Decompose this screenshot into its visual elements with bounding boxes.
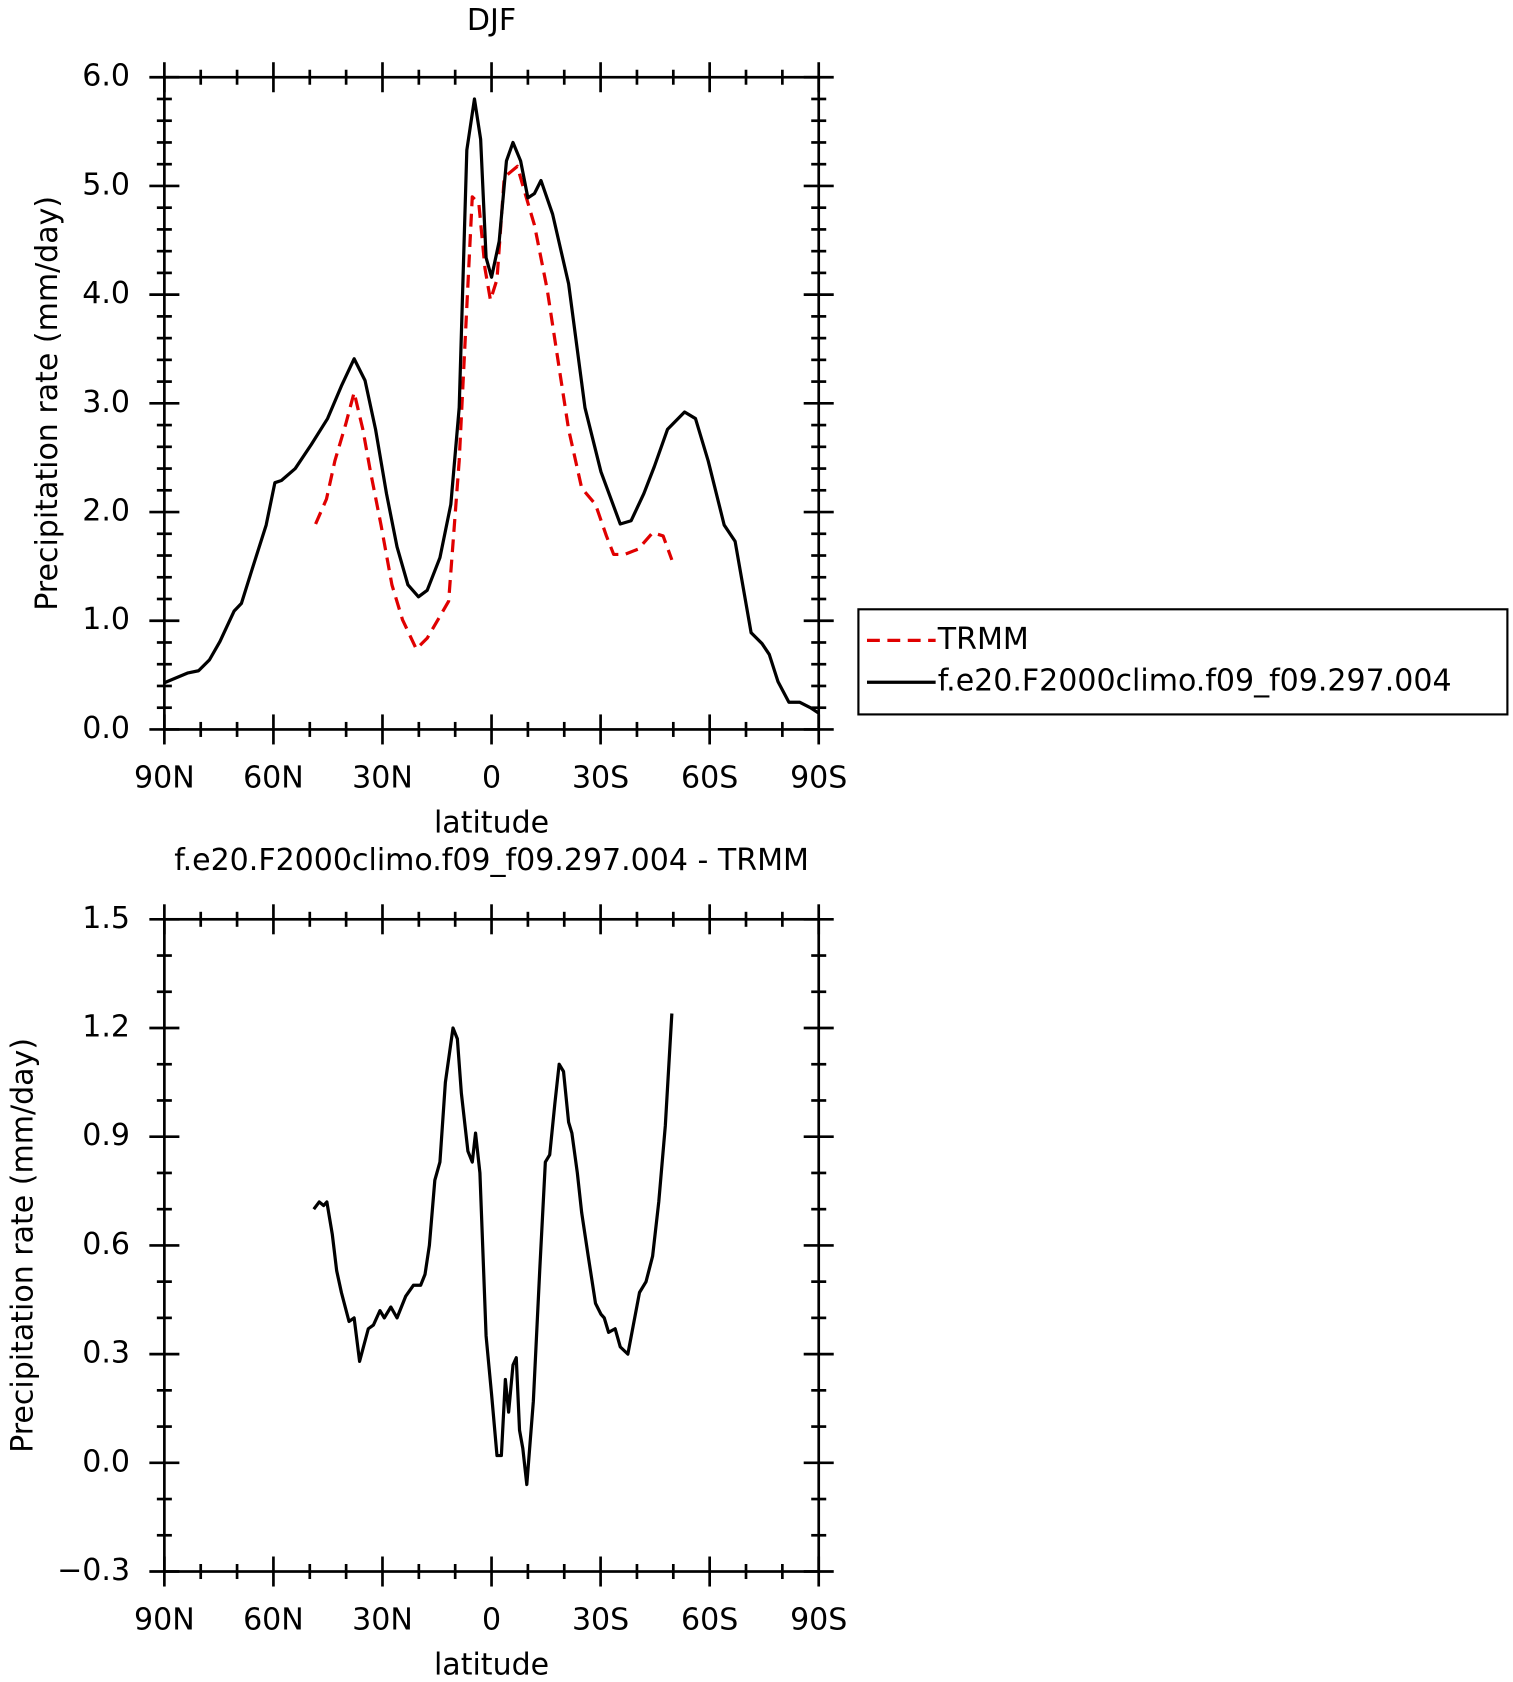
x-tick-label: 30N [352,1602,413,1637]
x-tick-label: 90N [134,760,195,795]
data-line [314,164,674,651]
legend-label: f.e20.F2000climo.f09_f09.297.004 [938,664,1452,699]
x-tick-label: 30S [572,1602,629,1637]
legend-box [857,608,1509,716]
legend-label: TRMM [937,622,1029,657]
y-tick-label: 1.2 [82,1010,130,1045]
x-tick-label: 0 [482,760,501,795]
y-tick-label: 0.0 [82,711,130,746]
plot-frame [163,75,821,731]
x-tick-label: 30S [572,760,629,795]
x-axis-label: latitude [434,805,549,840]
x-tick-label: 90N [134,1602,195,1637]
chart-title: f.e20.F2000climo.f09_f09.297.004 - TRMM [174,843,809,878]
x-tick-label: 90S [790,1602,847,1637]
plot-frame [163,917,821,1573]
y-tick-label: −0.3 [57,1553,130,1588]
y-tick-label: 3.0 [82,385,130,420]
y-tick-label: 5.0 [82,167,130,202]
y-tick-label: 6.0 [82,59,130,94]
data-line [163,97,820,715]
y-tick-label: 0.0 [82,1444,130,1479]
x-tick-label: 0 [482,1602,501,1637]
x-tick-label: 60N [243,760,304,795]
x-tick-label: 30N [352,760,413,795]
x-tick-label: 60N [243,1602,304,1637]
x-tick-label: 60S [681,760,738,795]
y-tick-label: 1.0 [82,602,130,637]
x-tick-label: 90S [790,760,847,795]
y-tick-label: 0.3 [82,1336,130,1371]
y-tick-label: 0.6 [82,1227,130,1262]
x-tick-label: 60S [681,1602,738,1637]
y-tick-label: 1.5 [82,901,130,936]
y-tick-label: 4.0 [82,276,130,311]
y-axis-label: Precipitation rate (mm/day) [5,1038,40,1453]
y-tick-label: 2.0 [82,494,130,529]
data-line [312,1013,674,1487]
y-tick-label: 0.9 [82,1118,130,1153]
y-axis-label: Precipitation rate (mm/day) [30,196,65,611]
chart-title: DJF [467,3,516,38]
x-axis-label: latitude [434,1647,549,1682]
